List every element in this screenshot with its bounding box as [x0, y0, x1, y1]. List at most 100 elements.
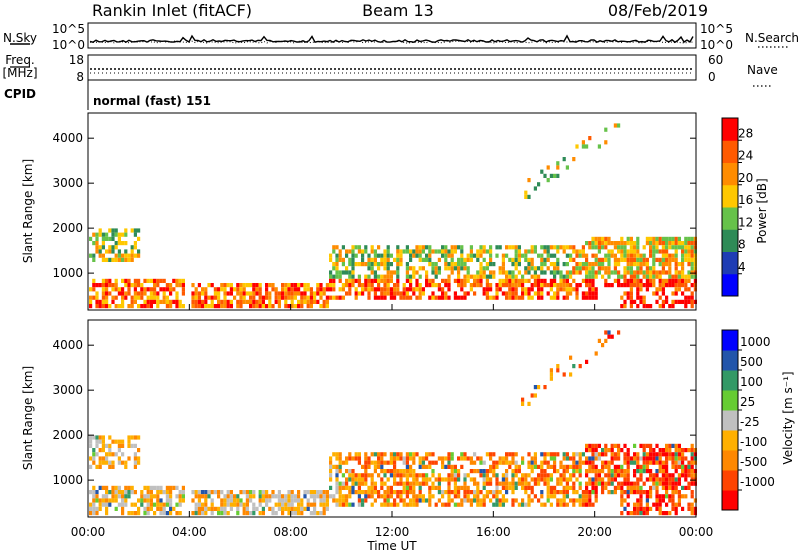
heatmap-cell [661, 460, 665, 465]
heatmap-cell [476, 485, 480, 490]
heatmap-cell [540, 287, 544, 292]
heatmap-cell [540, 502, 544, 507]
heatmap-cell [249, 299, 253, 304]
heatmap-cell [521, 253, 525, 258]
heatmap-cell [284, 299, 288, 304]
heatmap-cell [639, 257, 643, 262]
heatmap-cell [124, 502, 128, 507]
heatmap-cell [409, 490, 413, 495]
heatmap-cell [338, 494, 342, 499]
heatmap-cell [245, 299, 249, 304]
heatmap-cell [652, 236, 656, 241]
heatmap-cell [223, 287, 227, 292]
heatmap-cell [389, 494, 393, 499]
heatmap-cell [668, 494, 672, 499]
heatmap-cell [325, 299, 329, 304]
heatmap-cell [297, 498, 301, 503]
heatmap-cell [489, 257, 493, 262]
heatmap-cell [457, 485, 461, 490]
heatmap-cell [671, 490, 675, 495]
heatmap-cell [108, 304, 112, 309]
heatmap-cell [415, 452, 419, 457]
heatmap-cell [255, 291, 259, 296]
heatmap-cell [681, 270, 685, 275]
heatmap-cell [674, 443, 678, 448]
heatmap-cell [441, 253, 445, 258]
heatmap-cell [143, 506, 147, 511]
heatmap-cell [153, 494, 157, 499]
heatmap-cell [437, 283, 441, 288]
heatmap-cell [588, 283, 592, 288]
heatmap-cell [655, 477, 659, 482]
heatmap-cell [623, 266, 627, 271]
heatmap-cell [633, 456, 637, 461]
heatmap-cell [386, 283, 390, 288]
heatmap-cell [633, 270, 637, 275]
heatmap-cell [629, 249, 633, 254]
heatmap-cell [370, 485, 374, 490]
heatmap-cell [303, 299, 307, 304]
heatmap-cell [405, 485, 409, 490]
heatmap-cell [441, 249, 445, 254]
heatmap-cell [431, 485, 435, 490]
heatmap-cell [108, 283, 112, 288]
heatmap-cell [690, 460, 694, 465]
heatmap-cell [377, 283, 381, 288]
heatmap-cell [613, 452, 617, 457]
heatmap-cell [687, 262, 691, 267]
heatmap-cell [124, 228, 128, 233]
heatmap-cell [495, 502, 499, 507]
heatmap-cell [287, 283, 291, 288]
heatmap-cell [473, 283, 477, 288]
heatmap-cell [607, 477, 611, 482]
heatmap-cell [649, 266, 653, 271]
heatmap-cell [543, 502, 547, 507]
heatmap-cell [386, 477, 390, 482]
heatmap-cell [553, 456, 557, 461]
heatmap-cell [348, 283, 352, 288]
heatmap-cell [258, 502, 262, 507]
heatmap-cell [469, 477, 473, 482]
heatmap-cell [585, 295, 589, 300]
heatmap-cell [620, 464, 624, 469]
heatmap-cell [92, 494, 96, 499]
heatmap-cell [409, 485, 413, 490]
heatmap-cell [133, 490, 137, 495]
heatmap-cell [332, 262, 336, 267]
heatmap-cell [277, 295, 281, 300]
heatmap-cell [594, 443, 598, 448]
heatmap-cell [450, 473, 454, 478]
heatmap-cell [89, 439, 93, 444]
heatmap-cell [165, 494, 169, 499]
heatmap-cell [642, 481, 646, 486]
heatmap-cell [335, 464, 339, 469]
heatmap-cell [204, 498, 208, 503]
heatmap-cell [101, 494, 105, 499]
heatmap-cell [98, 448, 102, 453]
heatmap-cell [197, 498, 201, 503]
heatmap-cell [543, 283, 547, 288]
heatmap-cell [661, 245, 665, 250]
heatmap-cell [655, 443, 659, 448]
heatmap-cell [575, 469, 579, 474]
heatmap-cell [511, 502, 515, 507]
heatmap-cell [597, 266, 601, 271]
heatmap-cell [517, 481, 521, 486]
heatmap-cell [290, 287, 294, 292]
heatmap-cell [546, 257, 550, 262]
heatmap-cell [581, 452, 585, 457]
heatmap-cell [335, 270, 339, 275]
heatmap-cell [204, 291, 208, 296]
heatmap-cell [687, 506, 691, 511]
heatmap-cell [252, 283, 256, 288]
heatmap-cell [335, 485, 339, 490]
heatmap-cell [405, 266, 409, 271]
heatmap-cell [527, 257, 531, 262]
heatmap-cell [418, 249, 422, 254]
heatmap-cell [569, 355, 573, 360]
heatmap-cell [658, 241, 662, 246]
heatmap-cell [565, 494, 569, 499]
heatmap-cell [693, 257, 697, 262]
heatmap-cell [575, 266, 579, 271]
